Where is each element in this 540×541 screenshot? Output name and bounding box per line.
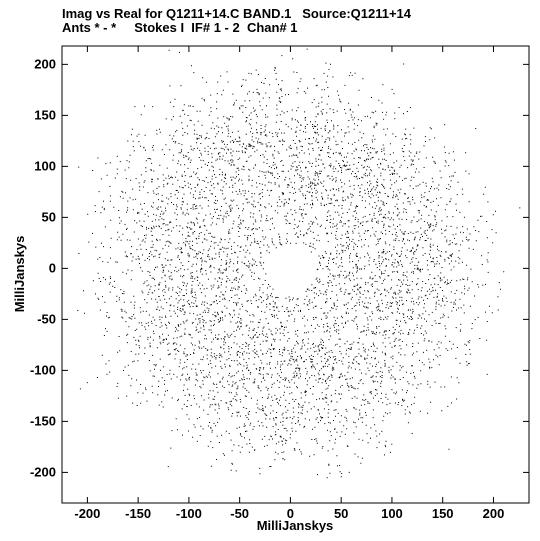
chart-subtitle: Ants * - * Stokes I IF# 1 - 2 Chan# 1 [62,20,298,35]
chart-title: Imag vs Real for Q1211+14.C BAND.1 Sourc… [62,6,412,21]
scatter-points [77,48,521,479]
x-axis: -200 -150 -100 -50 0 50 100 150 200 [74,46,504,521]
y-tick-label: -200 [30,464,56,479]
x-axis-title: MilliJanskys [257,518,334,533]
y-tick-label: -50 [37,311,56,326]
y-tick-label: -100 [30,362,56,377]
y-axis-title: MilliJanskys [12,236,27,313]
x-tick-label: 0 [287,506,294,521]
x-tick-label: -150 [125,506,151,521]
x-tick-label: 50 [334,506,348,521]
y-tick-label: 50 [42,209,56,224]
x-tick-label: 150 [432,506,454,521]
y-tick-label: -150 [30,413,56,428]
plot-frame [61,45,530,504]
y-tick-label: 200 [34,56,56,71]
x-tick-label: -100 [176,506,202,521]
x-tick-label: -50 [230,506,249,521]
x-tick-label: 100 [381,506,403,521]
y-tick-label: 0 [49,260,56,275]
scatter-point-cloud [77,48,521,479]
y-tick-label: 150 [34,107,56,122]
x-tick-label: -200 [74,506,100,521]
y-axis: -200 -150 -100 -50 0 50 100 150 200 [30,56,529,479]
y-tick-label: 100 [34,158,56,173]
x-tick-label: 200 [483,506,505,521]
